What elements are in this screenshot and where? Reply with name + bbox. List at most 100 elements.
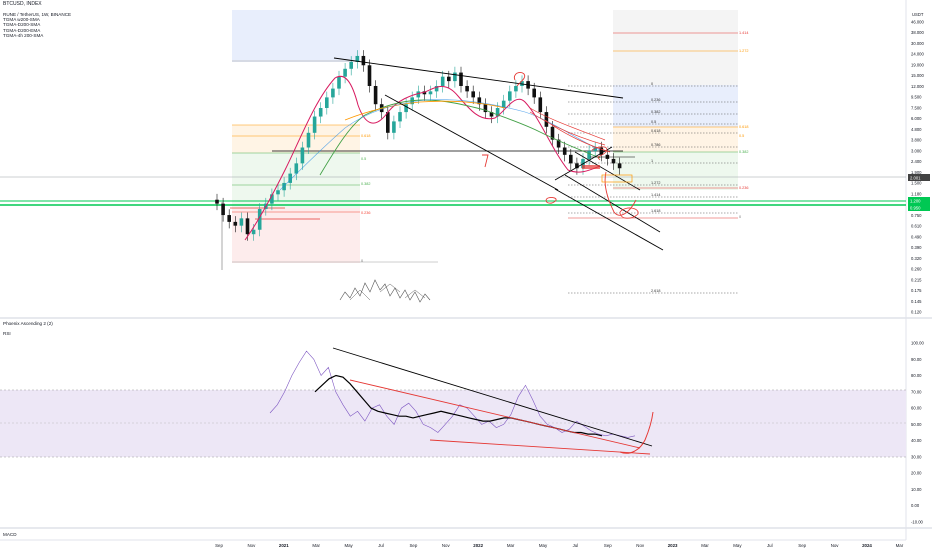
candle-body[interactable] bbox=[282, 182, 286, 191]
candle-body[interactable] bbox=[373, 85, 378, 105]
candle-body[interactable] bbox=[270, 194, 274, 204]
candle-body[interactable] bbox=[599, 147, 604, 155]
candle-body[interactable] bbox=[508, 91, 512, 101]
candle-body[interactable] bbox=[544, 112, 549, 127]
candle-body[interactable] bbox=[556, 139, 561, 148]
candle-body[interactable] bbox=[227, 215, 231, 222]
candle-body[interactable] bbox=[288, 173, 292, 183]
time-tick-label: Jul bbox=[378, 543, 384, 548]
candle-body[interactable] bbox=[386, 112, 390, 133]
candle-body[interactable] bbox=[337, 76, 341, 89]
ma-magenta[interactable] bbox=[244, 75, 601, 241]
annotation-box bbox=[601, 174, 633, 183]
ma-orange[interactable] bbox=[344, 100, 506, 121]
indicator-label[interactable]: Phoenix Ascending 2 (2) bbox=[3, 321, 53, 326]
candle-body[interactable] bbox=[398, 112, 402, 122]
candle-body[interactable] bbox=[422, 91, 427, 95]
downtrend-line[interactable] bbox=[333, 57, 624, 99]
candle-body[interactable] bbox=[434, 85, 439, 92]
candle-body[interactable] bbox=[550, 126, 555, 140]
candle-body[interactable] bbox=[318, 107, 323, 117]
candle-body[interactable] bbox=[477, 97, 482, 105]
channel-line[interactable] bbox=[384, 94, 559, 191]
candle-body[interactable] bbox=[355, 55, 360, 62]
candle-body[interactable] bbox=[538, 97, 543, 113]
candle-body[interactable] bbox=[331, 88, 335, 98]
candle-body[interactable] bbox=[501, 100, 506, 108]
candle-body[interactable] bbox=[221, 203, 225, 216]
candle-body[interactable] bbox=[587, 151, 591, 159]
candle-body[interactable] bbox=[593, 147, 597, 152]
rsi-axis[interactable]: 100.00 90.00 80.00 70.00 60.00 50.00 40.00 30.0… bbox=[911, 341, 924, 525]
time-tick-label: May bbox=[733, 543, 742, 548]
candle-body[interactable] bbox=[361, 55, 366, 66]
candle-body[interactable] bbox=[532, 88, 536, 98]
price-axis[interactable]: 46.000 38.000 30.000 24.000 19.000 15.000 12.0… bbox=[911, 20, 924, 315]
candle-body[interactable] bbox=[349, 61, 353, 69]
legend-line[interactable]: TGMA-4h 200-SMA bbox=[3, 32, 44, 38]
candle-body[interactable] bbox=[440, 76, 445, 86]
channel-line[interactable] bbox=[574, 151, 641, 191]
candle-body[interactable] bbox=[465, 85, 469, 92]
fib-label: 0.382 bbox=[739, 150, 749, 154]
candle-body[interactable] bbox=[404, 104, 408, 113]
candle-body[interactable] bbox=[325, 97, 329, 108]
candle-body[interactable] bbox=[251, 229, 256, 235]
candle-body[interactable] bbox=[294, 163, 299, 174]
candle-body[interactable] bbox=[514, 85, 518, 92]
legend-line[interactable]: TGMA-D200-EMA bbox=[3, 27, 41, 33]
candle-body[interactable] bbox=[617, 163, 622, 169]
candle-body[interactable] bbox=[312, 116, 317, 133]
legend-line[interactable]: TGMA w200-SMA bbox=[3, 17, 40, 23]
candle-body[interactable] bbox=[495, 107, 500, 117]
ma-green[interactable] bbox=[319, 99, 601, 176]
channel-line[interactable] bbox=[564, 174, 661, 233]
fib-label: 0.382 bbox=[361, 182, 371, 186]
rsi-tick-label: 30.00 bbox=[911, 454, 922, 459]
candle-body[interactable] bbox=[453, 72, 457, 82]
candle-body[interactable] bbox=[392, 121, 396, 133]
candle-body[interactable] bbox=[306, 132, 311, 148]
price-tick-label: 0.215 bbox=[911, 277, 922, 282]
legend-title[interactable]: RUNE / TetherUS, 1W, BINANCE bbox=[3, 12, 72, 17]
candle-body[interactable] bbox=[428, 91, 433, 95]
candle-body[interactable] bbox=[569, 154, 573, 164]
rsi-trendline[interactable] bbox=[349, 379, 641, 449]
candle-body[interactable] bbox=[300, 147, 305, 164]
time-axis[interactable]: Sep Nov 2021 Mar May Jul Sep Nov 2022 Mar May Jul Se… bbox=[215, 543, 904, 548]
annotation-drawing bbox=[482, 154, 489, 168]
channel-line[interactable] bbox=[554, 146, 613, 181]
channel-line[interactable] bbox=[554, 188, 664, 251]
candle-body[interactable] bbox=[562, 147, 567, 155]
candle-body[interactable] bbox=[459, 72, 463, 86]
legend-line[interactable]: TGMA-D200-SMA bbox=[3, 22, 41, 28]
candle-body[interactable] bbox=[239, 218, 244, 226]
candle-body[interactable] bbox=[257, 209, 262, 230]
candle-body[interactable] bbox=[471, 91, 475, 98]
price-tick-label: 4.800 bbox=[911, 127, 922, 132]
rsi-label[interactable]: RSI bbox=[3, 331, 11, 336]
candle-body[interactable] bbox=[367, 65, 372, 86]
time-tick-label: Nov bbox=[442, 543, 451, 548]
macd-label[interactable]: MACD bbox=[3, 532, 17, 537]
candle-body[interactable] bbox=[416, 91, 421, 98]
fib-label: 1.272 bbox=[739, 49, 749, 53]
candle-body[interactable] bbox=[489, 112, 494, 117]
candle-body[interactable] bbox=[233, 221, 238, 226]
candle-body[interactable] bbox=[447, 76, 451, 82]
annotation-drawing bbox=[619, 207, 639, 219]
candle-body[interactable] bbox=[483, 104, 488, 113]
candle-body[interactable] bbox=[575, 163, 579, 169]
candle-body[interactable] bbox=[343, 68, 347, 77]
rsi-trendline[interactable] bbox=[332, 347, 653, 447]
candle-body[interactable] bbox=[520, 81, 524, 86]
candle-body[interactable] bbox=[611, 158, 616, 164]
price-tick-label: 46.000 bbox=[911, 20, 924, 25]
candle-body[interactable] bbox=[245, 218, 250, 235]
rsi-trendline[interactable] bbox=[429, 439, 651, 455]
rsi-line[interactable] bbox=[269, 350, 636, 438]
price-tick-label: 38.000 bbox=[911, 30, 924, 35]
candle-body[interactable] bbox=[215, 199, 219, 204]
candle-body[interactable] bbox=[276, 190, 280, 195]
